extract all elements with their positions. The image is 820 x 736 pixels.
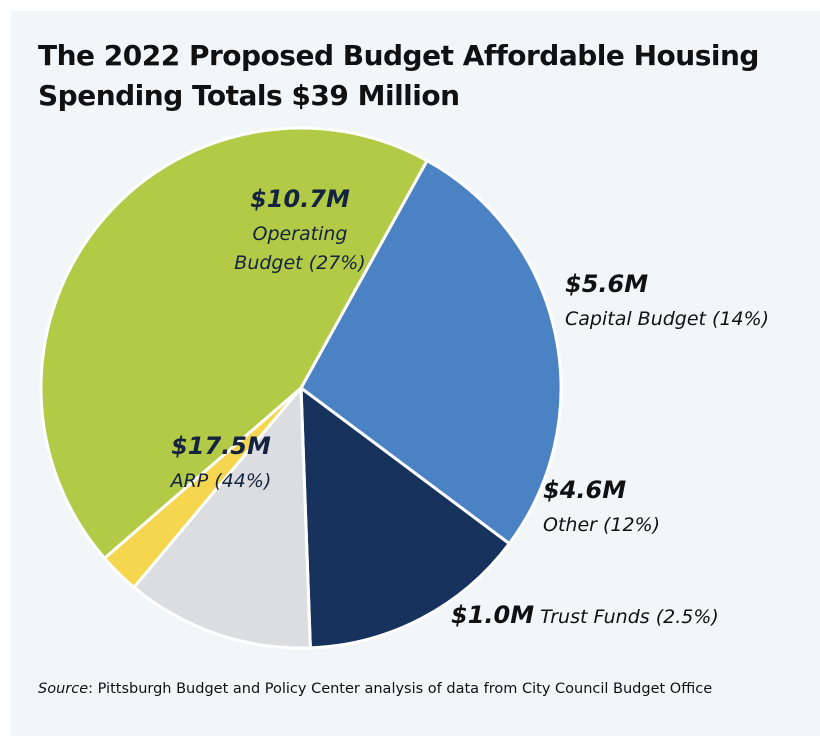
- chart-title-line-2: Spending Totals $39 Million: [38, 79, 460, 112]
- slice-label-trust-funds: $1.0M Trust Funds (2.5%): [451, 601, 719, 629]
- slice-name-capital-budget-line-1: Capital Budget (14%): [565, 308, 769, 330]
- chart-title: The 2022 Proposed Budget Affordable Hous…: [38, 36, 759, 116]
- slice-label-other: $4.6M Other (12%): [543, 476, 660, 536]
- pie-slice-arp: [39, 126, 429, 560]
- slice-name-operating-budget-line-2: Budget (27%): [234, 252, 365, 274]
- chart-title-line-1: The 2022 Proposed Budget Affordable Hous…: [38, 39, 759, 72]
- slice-value-operating-budget: $10.7M: [250, 185, 350, 213]
- slice-label-operating-budget: $10.7M Operating Budget (27%): [234, 185, 365, 274]
- slice-name-trust-funds: Trust Funds (2.5%): [540, 606, 719, 628]
- slice-value-arp: $17.5M: [171, 432, 271, 460]
- slice-value-other: $4.6M: [543, 476, 626, 504]
- slice-value-trust-funds: $1.0M: [451, 601, 534, 629]
- source-text: : Pittsburgh Budget and Policy Center an…: [88, 681, 713, 697]
- source-note: Source: Pittsburgh Budget and Policy Cen…: [38, 681, 712, 697]
- slice-value-capital-budget: $5.6M: [565, 270, 648, 298]
- slice-label-capital-budget: $5.6M Capital Budget (14%): [565, 270, 769, 330]
- source-label: Source: [38, 681, 89, 697]
- slice-name-other-line-1: Other (12%): [543, 514, 660, 536]
- slice-label-arp: $17.5M ARP (44%): [169, 432, 272, 492]
- slice-name-arp-line-1: ARP (44%): [169, 470, 272, 492]
- pie-slice-other: [132, 386, 312, 650]
- pie-slice-capital-budget: [299, 386, 511, 650]
- pie-slice-operating-budget: [299, 159, 563, 546]
- slice-name-operating-budget-line-1: Operating: [253, 223, 348, 245]
